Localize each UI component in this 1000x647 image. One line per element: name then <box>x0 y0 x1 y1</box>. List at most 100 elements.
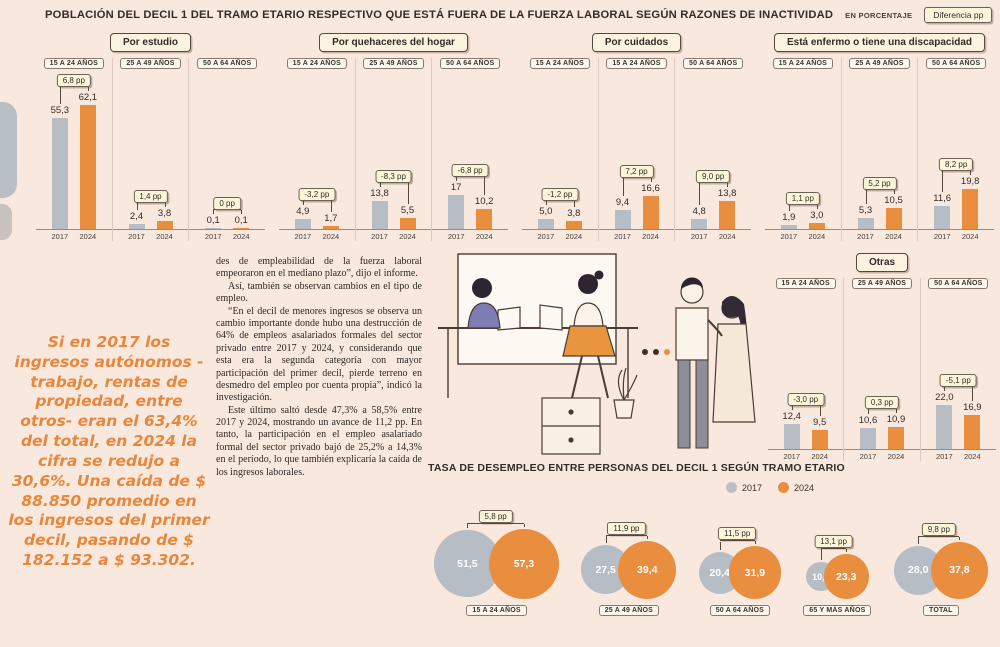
edge-illustration-fragment-small <box>0 204 12 240</box>
bubble-pair: 28,0 37,8 9,8 pp <box>893 522 988 599</box>
diff-bracket-leg <box>523 523 525 527</box>
year-label: 2024 <box>322 232 340 241</box>
diff-badge: -1,2 pp <box>541 188 579 201</box>
bubble-2024: 23,3 <box>823 554 869 599</box>
diff-bracket-leg <box>330 201 332 212</box>
bubble-chart: 51,5 57,3 5,8 pp 15 A 24 AÑOS 27,5 39,4 11,9 p… <box>428 500 994 616</box>
bubble-2024: 31,9 <box>728 546 782 599</box>
age-label: 15 A 24 AÑOS <box>606 58 667 69</box>
diff-badge: 1,4 pp <box>133 190 168 204</box>
diff-bracket-leg <box>867 409 869 414</box>
bar-pair: 12,4 9,5 -3,0 pp <box>778 292 834 449</box>
legend-dot-2017 <box>726 482 737 493</box>
carousel-dots-icon <box>642 349 670 355</box>
age-group: 25 A 49 AÑOS 13,8 5,5 -8,3 pp 2017 2024 <box>354 58 432 241</box>
bar-pair-chart: 4,8 13,8 9,0 pp <box>675 72 752 230</box>
diff-badge: 8,2 pp <box>939 158 974 172</box>
bar-pair: 13,8 5,5 -8,3 pp <box>366 72 422 229</box>
bar-pair: 22,0 16,9 -5,1 pp <box>930 292 986 449</box>
diff-bracket-leg <box>573 201 575 208</box>
age-group: 15 A 24 AÑOS 12,4 9,5 -3,0 pp 2017 2024 <box>768 278 844 461</box>
age-label: 25 A 49 AÑOS <box>851 278 913 289</box>
diff-badge: -6,8 pp <box>451 164 489 177</box>
value-2024: 16,6 <box>641 182 660 194</box>
bar-pair-chart: 12,4 9,5 -3,0 pp <box>768 292 844 450</box>
diff-badge: -5,1 pp <box>939 374 977 387</box>
diff-bracket-leg <box>87 86 89 91</box>
unemployment-group: 51,5 57,3 5,8 pp 15 A 24 AÑOS <box>434 509 560 616</box>
legend-item-2017: 2017 <box>726 482 762 493</box>
chart-legend: 2017 2024 <box>726 482 814 493</box>
diff-bracket <box>820 548 847 550</box>
value-2017: 5,0 <box>539 206 553 217</box>
diff-bracket-leg <box>456 177 458 181</box>
age-label: 50 A 64 AÑOS <box>926 58 987 69</box>
age-label: 50 A 64 AÑOS <box>197 58 258 69</box>
bar-2017 <box>51 118 68 229</box>
value-2017: 55,3 <box>50 105 70 117</box>
diff-badge: 7,2 pp <box>619 164 654 178</box>
value-2024: 3,8 <box>157 208 172 220</box>
year-label: 2024 <box>961 232 979 241</box>
bubble-2024: 39,4 <box>618 540 677 599</box>
age-group: 50 A 64 AÑOS 4,8 13,8 9,0 pp 2017 2024 <box>674 58 752 241</box>
year-labels: 2017 2024 <box>366 232 422 241</box>
value-2017: 5,3 <box>858 205 873 217</box>
diff-bracket-leg <box>819 406 821 416</box>
year-label: 2024 <box>232 232 250 241</box>
year-labels: 2017 2024 <box>778 452 834 461</box>
age-group: 15 A 24 AÑOS 1,9 3,0 1,1 pp 2017 2024 <box>765 58 841 241</box>
bar-2017 <box>934 205 951 229</box>
panel-title: Por estudio <box>109 33 191 52</box>
diff-bracket-leg <box>865 190 867 205</box>
bar-pair-chart: 1,9 3,0 1,1 pp <box>765 72 841 230</box>
panel-title: Por cuidados <box>591 33 682 52</box>
year-label: 2017 <box>859 452 877 461</box>
diff-legend-badge: Diferencia pp <box>924 7 993 23</box>
reason-panel: Está enfermo o tiene una discapacidad 15 … <box>765 33 995 241</box>
age-group: 15 A 24 AÑOS 55,3 62,1 6,8 pp 2017 2024 <box>36 58 112 241</box>
reason-panel: Por cuidados 15 A 24 AÑOS 5,0 3,8 -1,2 pp 201… <box>522 33 752 241</box>
value-2024: 10,2 <box>474 195 494 207</box>
value-2024: 19,8 <box>960 176 980 188</box>
year-label: 2024 <box>811 452 828 461</box>
value-2017: 11,6 <box>933 192 952 204</box>
year-labels: 2017 2024 <box>928 232 984 241</box>
header: POBLACIÓN DEL DECIL 1 DEL TRAMO ETARIO R… <box>45 7 993 23</box>
bar-pair-chart: 9,4 16,6 7,2 pp <box>598 72 675 230</box>
diff-bracket-leg <box>918 536 920 544</box>
age-label: 15 A 24 AÑOS <box>772 58 833 69</box>
diff-bracket-leg <box>895 409 897 414</box>
diff-bracket-leg <box>944 387 946 391</box>
value-2017: 9,4 <box>615 197 630 209</box>
diff-bracket-leg <box>650 177 652 182</box>
diff-bracket-leg <box>213 210 215 214</box>
bubble-2024: 57,3 <box>488 528 560 599</box>
bar-2024 <box>887 427 904 449</box>
bar-2017 <box>205 228 222 229</box>
otras-panel-slot: Otras 15 A 24 AÑOS 12,4 9,5 -3,0 pp 2017 2024 2… <box>768 253 996 461</box>
year-label: 2024 <box>718 232 736 241</box>
bar-2024 <box>719 201 736 229</box>
panel-title: Está enfermo o tiene una discapacidad <box>773 33 986 52</box>
edge-illustration-fragment <box>0 102 17 198</box>
year-labels: 2017 2024 <box>775 232 831 241</box>
value-2024: 3,0 <box>810 210 824 221</box>
article-paragraph: Así, también se observan cambios en el t… <box>216 280 422 305</box>
bubble-pair: 10,2 23,3 13,1 pp <box>806 535 869 599</box>
age-label: 65 Y MÁS AÑOS <box>803 605 872 616</box>
diff-bracket-leg <box>727 183 729 188</box>
seated-person-right <box>562 270 616 399</box>
bar-pair-chart: 11,6 19,8 8,2 pp <box>918 72 995 230</box>
year-label: 2024 <box>565 232 583 241</box>
panel-title: Otras <box>855 253 909 272</box>
bar-2024 <box>322 225 339 229</box>
bar-2024 <box>233 228 250 229</box>
year-label: 2017 <box>128 232 145 241</box>
bar-2024 <box>811 430 828 449</box>
reason-panel: Por estudio 15 A 24 AÑOS 55,3 62,1 6,8 pp 201… <box>36 33 266 241</box>
age-group: 25 A 49 AÑOS 5,3 10,5 5,2 pp 2017 2024 <box>840 58 918 241</box>
year-labels: 2017 2024 <box>289 232 345 241</box>
age-group: 25 A 49 AÑOS 2,4 3,8 1,4 pp 2017 2024 <box>111 58 189 241</box>
value-2024: 1,7 <box>324 212 338 224</box>
